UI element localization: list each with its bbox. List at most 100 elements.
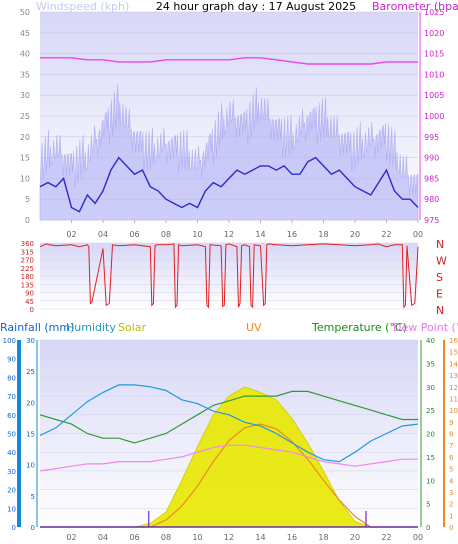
wind-tick-label: 50 (20, 8, 30, 17)
direction-tick-label: 180 (21, 273, 34, 281)
wind-tick-label: 35 (20, 70, 30, 79)
direction-line (39, 243, 419, 309)
climate-x-tick-label: 18 (318, 533, 328, 542)
wind-x-tick-label: 14 (255, 230, 265, 239)
wind-x-tick-label: 04 (98, 230, 108, 239)
rainfall-tick-label: 10 (26, 462, 35, 470)
climate-x-tick-label: 20 (350, 533, 360, 542)
humidity-tick-label: 60 (7, 412, 16, 420)
direction-tick-label: 360 (21, 240, 34, 248)
temperature-tick-label: 20 (426, 431, 435, 439)
humidity-tick-label: 70 (7, 393, 16, 401)
rainfall-tick-label: 0 (31, 524, 35, 532)
temperature-tick-label: 35 (426, 360, 435, 368)
barometer-tick-label: 995 (424, 133, 439, 142)
legend-rainfall: Rainfall (mm) (0, 321, 74, 334)
wind-tick-label: 40 (20, 50, 30, 59)
barometer-line (40, 57, 418, 65)
humidity-tick-label: 50 (7, 431, 16, 439)
uv-tick-label: 10 (449, 407, 458, 415)
barometer-tick-label: 1020 (424, 29, 444, 38)
wind-x-tick-label: 12 (224, 230, 234, 239)
uv-tick-label: 9 (449, 419, 453, 427)
climate-x-tick-label: 22 (381, 533, 391, 542)
climate-x-tick-label: 00 (413, 533, 423, 542)
temperature-tick-label: 10 (426, 477, 435, 485)
wind-x-tick-label: 18 (318, 230, 328, 239)
uv-tick-label: 14 (449, 360, 458, 368)
uv-tick-label: 6 (449, 454, 454, 462)
climate-x-tick-label: 10 (192, 533, 202, 542)
wind-x-tick-label: 02 (66, 230, 76, 239)
direction-tick-label: 135 (21, 281, 34, 289)
wind-tick-label: 0 (25, 216, 30, 225)
uv-tick-label: 15 (449, 349, 458, 357)
wind-tick-label: 10 (20, 174, 30, 183)
direction-tick-label: 270 (21, 257, 34, 265)
temperature-tick-label: 30 (426, 384, 435, 392)
climate-x-tick-label: 08 (161, 533, 171, 542)
wind-x-tick-label: 10 (192, 230, 202, 239)
wind-x-tick-label: 20 (350, 230, 360, 239)
wind-x-tick-label: 06 (129, 230, 139, 239)
wind-tick-label: 15 (20, 154, 30, 163)
uv-line (40, 423, 418, 528)
humidity-tick-label: 100 (3, 337, 16, 345)
temperature-tick-label: 25 (426, 407, 435, 415)
humidity-tick-label: 40 (7, 449, 16, 457)
legend-uv: UV (246, 321, 262, 334)
legend-humidity: Humidity (66, 321, 116, 334)
humidity-tick-label: 0 (12, 524, 16, 532)
uv-tick-label: 11 (449, 395, 458, 403)
barometer-tick-label: 975 (424, 216, 439, 225)
uv-tick-label: 7 (449, 442, 453, 450)
barometer-tick-label: 1015 (424, 50, 444, 59)
uv-tick-label: 4 (449, 477, 454, 485)
compass-label: S (436, 271, 443, 284)
temperature-tick-label: 15 (426, 454, 435, 462)
rainfall-tick-label: 25 (26, 368, 35, 376)
rainfall-tick-label: 30 (26, 337, 35, 345)
humidity-tick-label: 80 (7, 374, 16, 382)
wind-tick-label: 25 (20, 112, 30, 121)
humidity-tick-label: 90 (7, 356, 16, 364)
dewpoint-line (39, 444, 418, 472)
compass-label: W (436, 255, 447, 268)
temperature-tick-label: 0 (426, 524, 430, 532)
humidity-tick-label: 30 (7, 468, 16, 476)
barometer-tick-label: 1010 (424, 70, 444, 79)
humidity-tick-label: 20 (7, 487, 16, 495)
rainfall-tick-label: 15 (26, 431, 35, 439)
wind-gust-area (39, 84, 419, 221)
temperature-line (39, 390, 418, 444)
wind-tick-label: 5 (25, 195, 30, 204)
wind-tick-label: 20 (20, 133, 30, 142)
uv-tick-label: 16 (449, 337, 458, 345)
compass-label: E (436, 288, 443, 301)
uv-tick-label: 2 (449, 501, 453, 509)
temperature-tick-label: 40 (426, 337, 435, 345)
barometer-axis-label: Barometer (hpa) (372, 0, 458, 13)
wind-tick-label: 45 (20, 29, 30, 38)
humidity-tick-label: 10 (7, 505, 16, 513)
temperature-tick-label: 5 (426, 501, 430, 509)
uv-tick-label: 0 (449, 524, 453, 532)
wind-average-line (39, 156, 419, 213)
direction-tick-label: 315 (21, 248, 34, 256)
legend-solar: Solar (118, 321, 147, 334)
barometer-tick-label: 980 (424, 195, 439, 204)
direction-tick-label: 90 (25, 290, 34, 298)
climate-x-tick-label: 12 (224, 533, 234, 542)
legend-dewpoint: Dew Point (°C) (393, 321, 458, 334)
legend-temperature: Temperature (°C) (311, 321, 407, 334)
climate-x-tick-label: 16 (287, 533, 297, 542)
rainfall-tick-label: 5 (31, 493, 35, 501)
wind-x-tick-label: 00 (413, 230, 423, 239)
wind-x-tick-label: 16 (287, 230, 297, 239)
uv-tick-label: 8 (449, 431, 453, 439)
rainfall-tick-label: 20 (26, 399, 35, 407)
direction-tick-label: 0 (30, 306, 34, 314)
climate-x-tick-label: 14 (255, 533, 265, 542)
uv-tick-label: 3 (449, 489, 453, 497)
